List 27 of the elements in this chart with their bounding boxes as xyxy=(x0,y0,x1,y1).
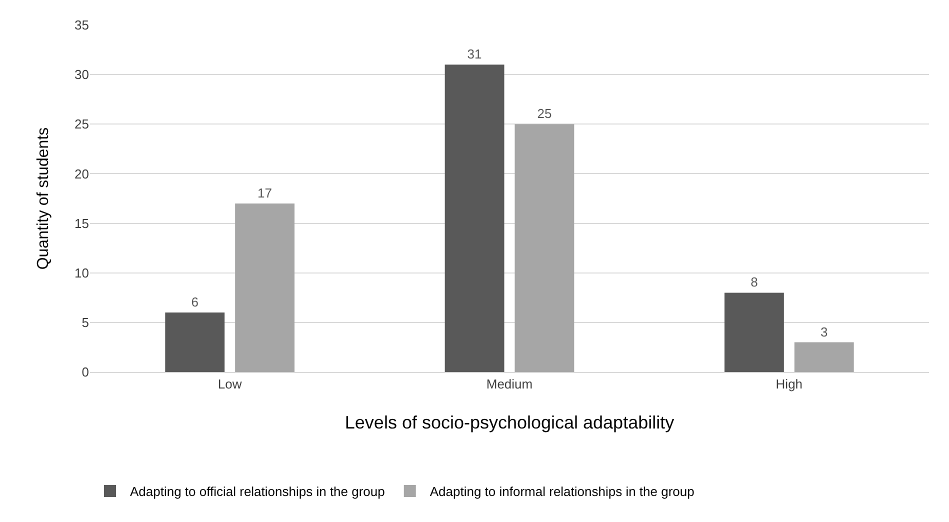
y-tick-label: 10 xyxy=(74,265,89,280)
y-tick-label: 20 xyxy=(74,166,89,182)
y-tick-label: 25 xyxy=(74,116,89,132)
y-tick-label: 0 xyxy=(82,364,89,380)
legend-label: Adapting to informal relationships in the group xyxy=(430,484,694,500)
bar xyxy=(235,203,295,372)
x-axis-title: Levels of socio-psychological adaptability xyxy=(344,412,674,433)
y-axis-title: Quantity of students xyxy=(35,127,52,270)
bar xyxy=(794,342,854,372)
bar xyxy=(514,124,574,372)
data-label: 8 xyxy=(750,274,758,290)
x-tick-label: High xyxy=(776,376,803,392)
data-label: 6 xyxy=(191,294,198,310)
data-label: 17 xyxy=(258,185,272,200)
bar xyxy=(165,312,225,372)
x-tick-label: Medium xyxy=(486,376,533,392)
bar xyxy=(724,292,784,372)
y-tick-label: 5 xyxy=(82,314,89,330)
data-label: 25 xyxy=(537,106,552,122)
x-tick-label: Low xyxy=(218,376,242,392)
y-tick-label: 15 xyxy=(74,216,89,231)
data-label: 3 xyxy=(820,324,828,340)
data-label: 31 xyxy=(467,46,482,62)
y-tick-label: 35 xyxy=(74,18,89,33)
legend-label: Adapting to official relationships in the group xyxy=(130,484,385,500)
y-tick-label: 30 xyxy=(74,67,89,82)
bar xyxy=(444,64,504,372)
